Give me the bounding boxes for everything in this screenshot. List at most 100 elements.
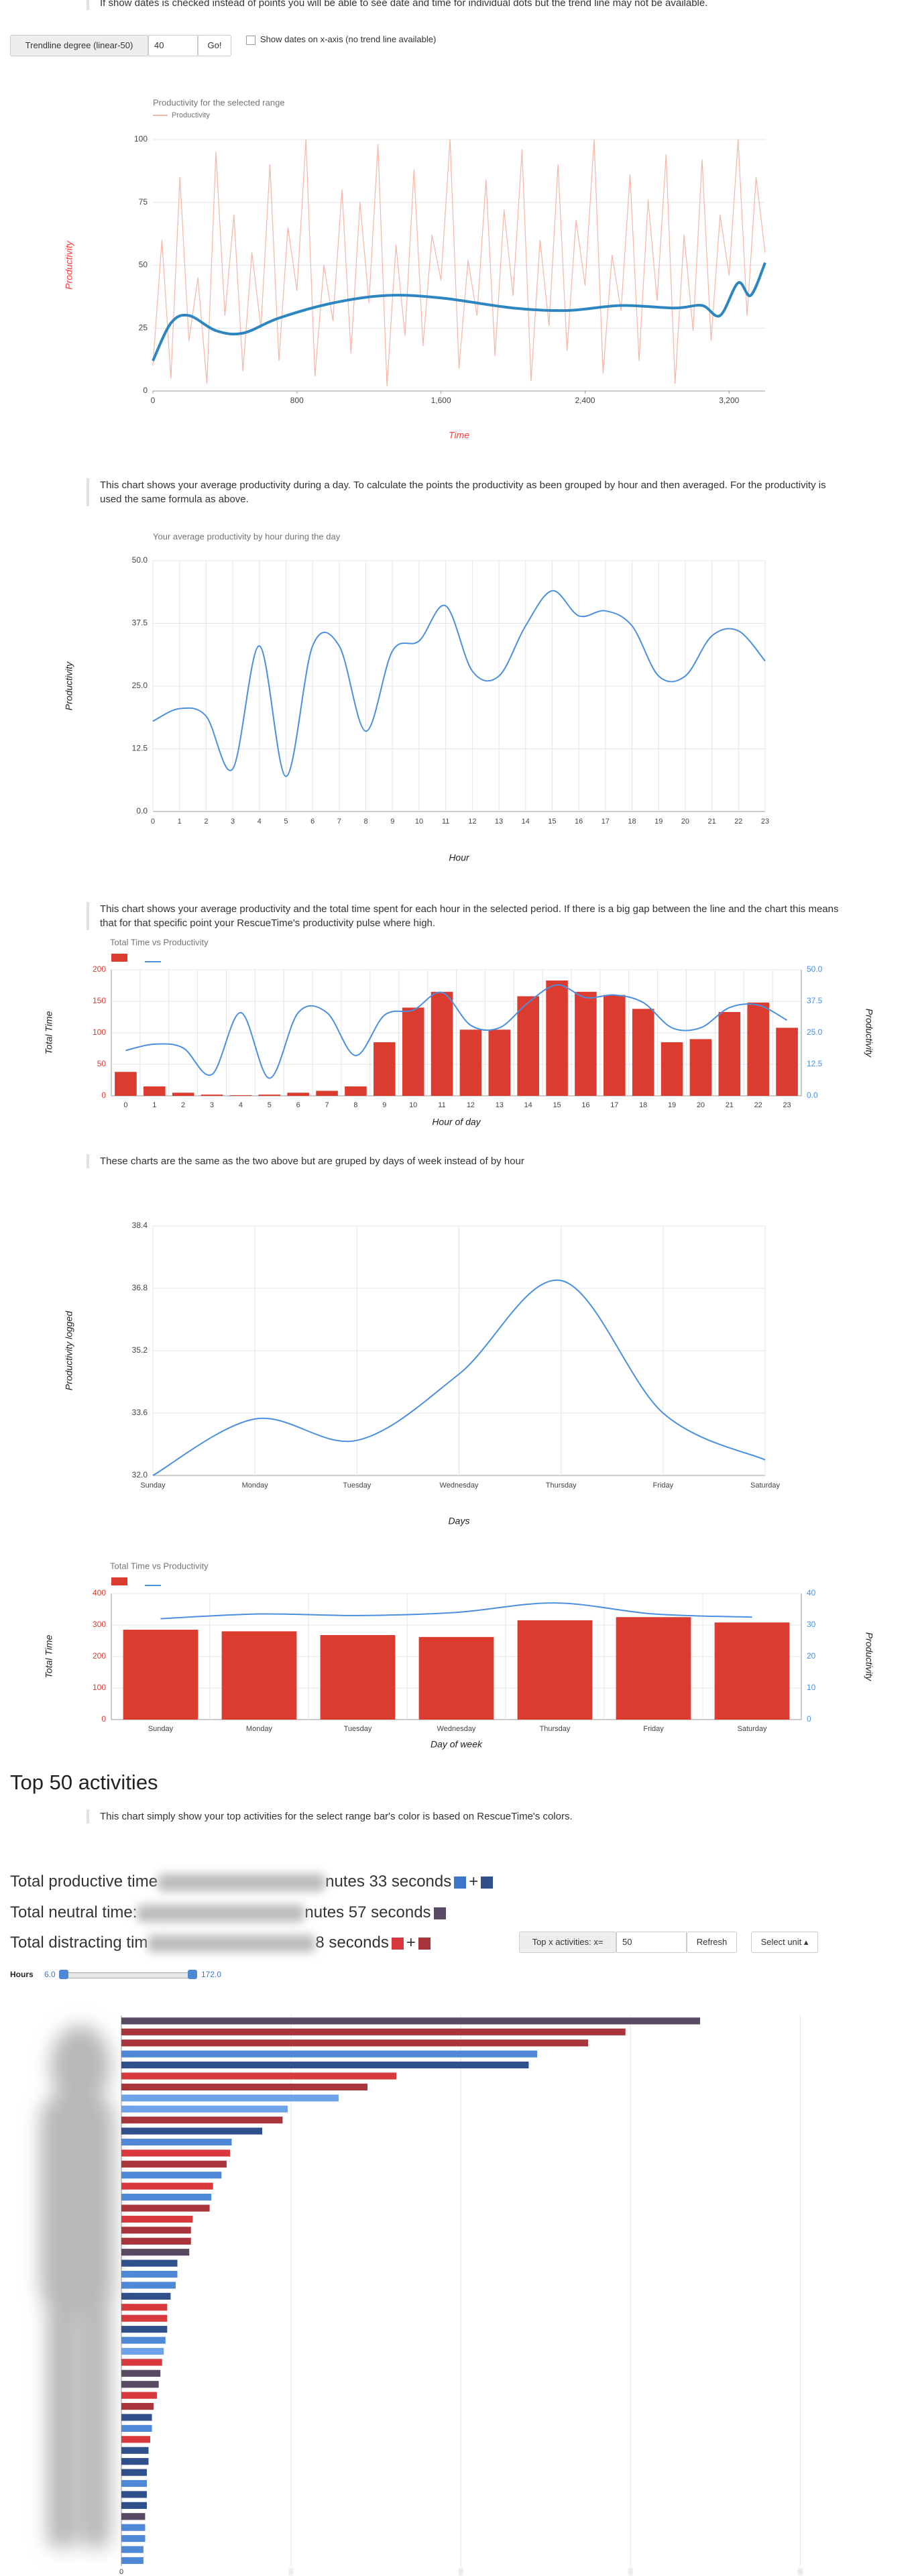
description: This chart shows your average productivi…	[87, 478, 844, 506]
y-tick-label: 36.8	[132, 1283, 148, 1292]
hours-label: Hours	[10, 1970, 34, 1979]
y-tick-label: 38.4	[132, 1221, 148, 1230]
color-square	[391, 1937, 404, 1950]
x-tick-label: Thursday	[540, 1725, 571, 1733]
bar	[121, 2017, 701, 2025]
y-tick-label: 32.0	[132, 1470, 148, 1479]
legend-swatch	[111, 954, 127, 962]
y-tick-label: 40	[807, 1588, 816, 1598]
chart-title: Total Time vs Productivity	[110, 937, 209, 947]
trendline-button[interactable]: Trendline degree (linear-50)	[10, 35, 148, 56]
blurred-labels	[40, 2025, 114, 2549]
bar	[121, 2194, 212, 2201]
bar	[776, 1027, 798, 1096]
bar	[121, 2447, 149, 2454]
x-tick-label: 12	[468, 818, 476, 826]
y-tick-label: 100	[134, 134, 148, 144]
total-label: Total neutral time:	[10, 1903, 137, 1921]
y-tick-label: 10	[807, 1683, 816, 1692]
y-tick-label: 30	[807, 1620, 816, 1629]
bar	[115, 1072, 137, 1096]
section-heading: Top 50 activities	[10, 1771, 158, 1794]
bar	[121, 2469, 147, 2476]
y-axis-title: Productivity	[64, 661, 74, 710]
bar	[121, 2369, 161, 2377]
x-tick-label: 12	[467, 1101, 475, 1109]
x-tick-label: 4	[798, 2568, 802, 2576]
bar	[121, 2424, 152, 2432]
y-tick-label: 12.5	[807, 1059, 823, 1068]
bar	[459, 1029, 482, 1096]
bar	[121, 2436, 151, 2443]
bar	[121, 2083, 367, 2090]
x-tick-label: Saturday	[750, 1481, 781, 1490]
bar	[121, 2546, 144, 2553]
bar	[488, 1029, 511, 1096]
color-square	[418, 1937, 431, 1950]
bar	[121, 2039, 589, 2047]
color-square	[454, 1876, 467, 1889]
x-tick-label: 1	[178, 818, 182, 826]
y-tick-label: 300	[93, 1620, 106, 1629]
series-line	[152, 1279, 766, 1476]
bar	[604, 995, 626, 1096]
bar	[121, 2557, 144, 2565]
blurred-value	[148, 1934, 316, 1952]
y-tick-label: 200	[93, 964, 106, 974]
refresh-button[interactable]: Refresh	[687, 1931, 737, 1953]
blurred-value	[158, 1873, 326, 1891]
slider-handle[interactable]	[188, 1970, 197, 1979]
x-tick-label: Wednesday	[437, 1725, 476, 1733]
x-tick-label: Monday	[242, 1481, 269, 1490]
hours-slider-track[interactable]	[62, 1972, 194, 1978]
go-button[interactable]: Go!	[198, 35, 231, 56]
description: These charts are the same as the two abo…	[87, 1154, 844, 1168]
bar	[121, 2458, 149, 2465]
x-tick-label: Saturday	[737, 1725, 767, 1733]
bar	[121, 2215, 193, 2223]
x-tick-label: 19	[654, 818, 663, 826]
x-tick-label: 20	[681, 818, 689, 826]
bar	[121, 2535, 146, 2542]
x-tick-label: Sunday	[148, 1725, 174, 1733]
bar	[121, 2282, 176, 2289]
x-tick-label: 21	[707, 818, 715, 826]
y-tick-label: 400	[93, 1588, 106, 1598]
bar	[121, 2138, 232, 2146]
bar	[121, 2149, 230, 2157]
y-axis-title: Total Time	[44, 1634, 54, 1678]
bar	[121, 2094, 339, 2102]
bar	[121, 2204, 210, 2212]
x-tick-label: 0	[119, 2568, 123, 2576]
total-neutral: Total neutral time: nutes 57 seconds	[10, 1903, 449, 1922]
legend-label: Productivity	[172, 111, 210, 119]
bar	[718, 1011, 741, 1096]
show-dates-checkbox[interactable]	[246, 36, 255, 45]
slider-handle[interactable]	[59, 1970, 68, 1979]
y-tick-label: 100	[93, 1683, 106, 1692]
bar	[517, 996, 539, 1096]
bar	[575, 991, 597, 1096]
unit-button[interactable]: Select unit ▴	[751, 1931, 818, 1953]
x-tick-label: 3	[231, 818, 235, 826]
trendline-input[interactable]: 40	[148, 35, 198, 56]
x-tick-label: 800	[290, 396, 304, 405]
chart-title: Productivity for the selected range	[153, 97, 285, 107]
x-tick-label: 7	[325, 1101, 329, 1109]
x-tick-label: 23	[783, 1101, 791, 1109]
top-x-input[interactable]: 50	[616, 1931, 687, 1953]
x-tick-label: 8	[353, 1101, 357, 1109]
x-tick-label: Monday	[246, 1725, 273, 1733]
x-tick-label: 2	[181, 1101, 185, 1109]
bar	[374, 1042, 396, 1096]
x-tick-label: 3	[210, 1101, 214, 1109]
y-tick-label: 12.5	[132, 744, 148, 753]
bar	[201, 1095, 223, 1096]
y-tick-label: 33.6	[132, 1408, 148, 1417]
bar	[121, 2259, 178, 2267]
top-x-label: Top x activities: x=	[519, 1931, 616, 1953]
series-line	[152, 262, 766, 361]
y2-axis-title: Productivity	[864, 1632, 874, 1681]
y-tick-label: 35.2	[132, 1345, 148, 1355]
